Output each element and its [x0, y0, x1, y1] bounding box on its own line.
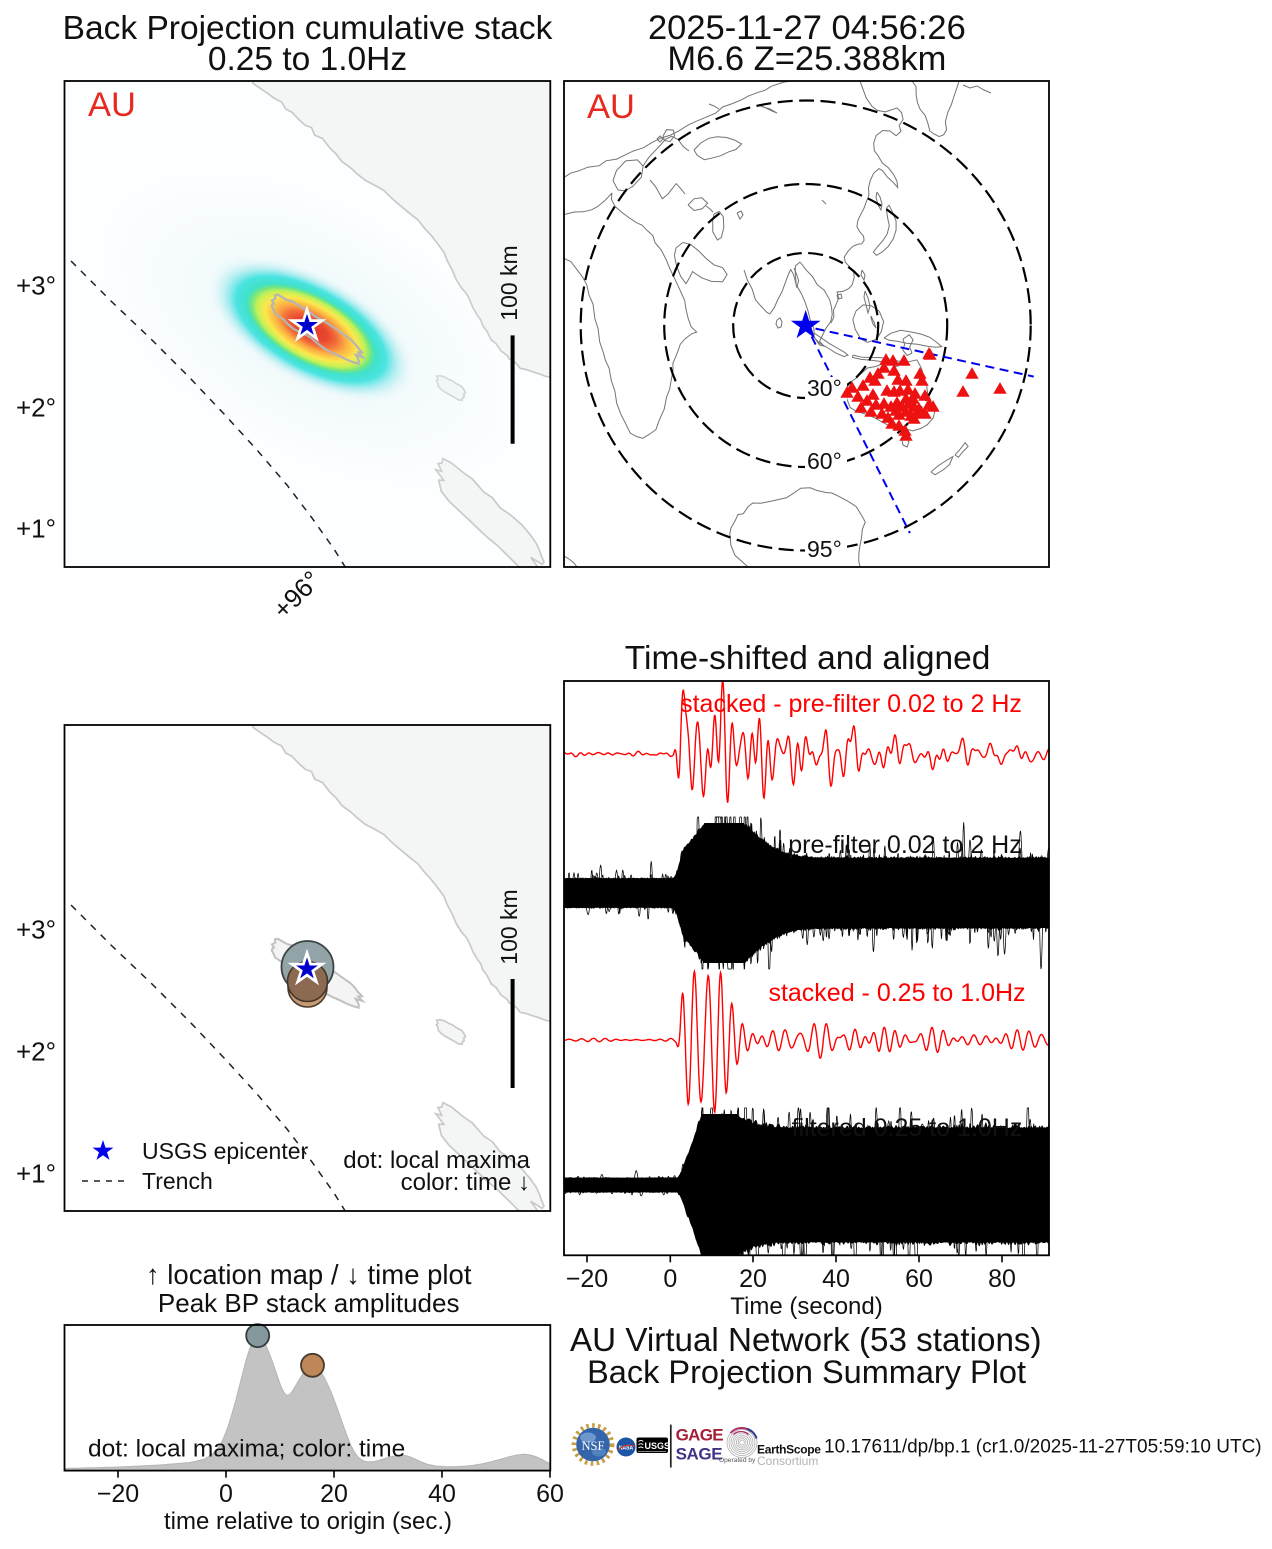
svg-text:+2°: +2° [16, 393, 56, 423]
svg-text:NSF: NSF [582, 1439, 605, 1453]
svg-text:time relative to origin (sec.): time relative to origin (sec.) [164, 1508, 452, 1535]
svg-text:+1°: +1° [16, 514, 56, 544]
svg-text:Time-shifted and aligned: Time-shifted and aligned [625, 640, 991, 677]
svg-text:stacked - 0.25 to 1.0Hz: stacked - 0.25 to 1.0Hz [768, 979, 1025, 1007]
svg-text:GAGE: GAGE [676, 1426, 724, 1445]
svg-text:+2°: +2° [16, 1037, 56, 1067]
svg-text:30°: 30° [807, 375, 842, 401]
svg-text:Operated by: Operated by [719, 1457, 756, 1464]
svg-text:↑ location map / ↓ time plot: ↑ location map / ↓ time plot [146, 1259, 472, 1290]
svg-text:100 km: 100 km [496, 245, 522, 320]
svg-text:60: 60 [536, 1480, 564, 1508]
svg-text:40: 40 [822, 1265, 850, 1293]
svg-text:Peak BP stack amplitudes: Peak BP stack amplitudes [158, 1288, 460, 1318]
svg-text:20: 20 [739, 1265, 767, 1293]
svg-text:+1°: +1° [16, 1159, 56, 1189]
svg-text:20: 20 [320, 1480, 348, 1508]
svg-text:SAGE: SAGE [676, 1445, 723, 1464]
svg-text:dot: local maxima: dot: local maxima [343, 1147, 530, 1174]
svg-text:−20: −20 [566, 1265, 608, 1293]
svg-text:+3°: +3° [16, 271, 56, 301]
svg-text:AU: AU [587, 88, 635, 126]
svg-text:EarthScope: EarthScope [757, 1442, 821, 1456]
svg-text:AU: AU [88, 86, 136, 124]
svg-text:Time (second): Time (second) [730, 1293, 882, 1320]
svg-text:0: 0 [663, 1265, 677, 1293]
svg-text:Back Projection cumulative sta: Back Projection cumulative stack [63, 10, 553, 47]
svg-text:pre-filter 0.02 to 2 Hz: pre-filter 0.02 to 2 Hz [788, 831, 1021, 859]
svg-text:Trench: Trench [142, 1168, 213, 1194]
svg-text:100 km: 100 km [496, 889, 522, 964]
svg-text:10.17611/dp/bp.1 (cr1.0/2025-1: 10.17611/dp/bp.1 (cr1.0/2025-11-27T05:59… [824, 1437, 1262, 1458]
svg-text:USGS epicenter: USGS epicenter [142, 1138, 309, 1164]
svg-text:60°: 60° [807, 448, 842, 474]
svg-text:dot: local maxima; color: time: dot: local maxima; color: time [88, 1436, 405, 1463]
svg-text:Consortium: Consortium [757, 1454, 818, 1468]
svg-text:2025-11-27 04:56:26: 2025-11-27 04:56:26 [648, 9, 966, 47]
svg-text:NASA: NASA [619, 1446, 634, 1452]
svg-text:USGS: USGS [645, 1441, 671, 1451]
svg-text:+3°: +3° [16, 915, 56, 945]
svg-text:0.25 to 1.0Hz: 0.25 to 1.0Hz [208, 41, 407, 78]
svg-text:95°: 95° [807, 536, 842, 562]
svg-text:80: 80 [988, 1265, 1016, 1293]
svg-text:0: 0 [219, 1480, 233, 1508]
svg-text:filtered 0.25 to 1.0Hz: filtered 0.25 to 1.0Hz [792, 1114, 1023, 1142]
svg-text:40: 40 [428, 1480, 456, 1508]
svg-text:color: time ↓: color: time ↓ [401, 1169, 530, 1196]
svg-text:Back Projection Summary Plot: Back Projection Summary Plot [587, 1354, 1026, 1390]
svg-text:−20: −20 [97, 1480, 139, 1508]
svg-text:M6.6 Z=25.388km: M6.6 Z=25.388km [667, 40, 946, 78]
svg-text:60: 60 [905, 1265, 933, 1293]
svg-text:stacked - pre-filter 0.02 to 2: stacked - pre-filter 0.02 to 2 Hz [680, 690, 1022, 718]
svg-text:AU Virtual Network (53 station: AU Virtual Network (53 stations) [570, 1322, 1042, 1359]
